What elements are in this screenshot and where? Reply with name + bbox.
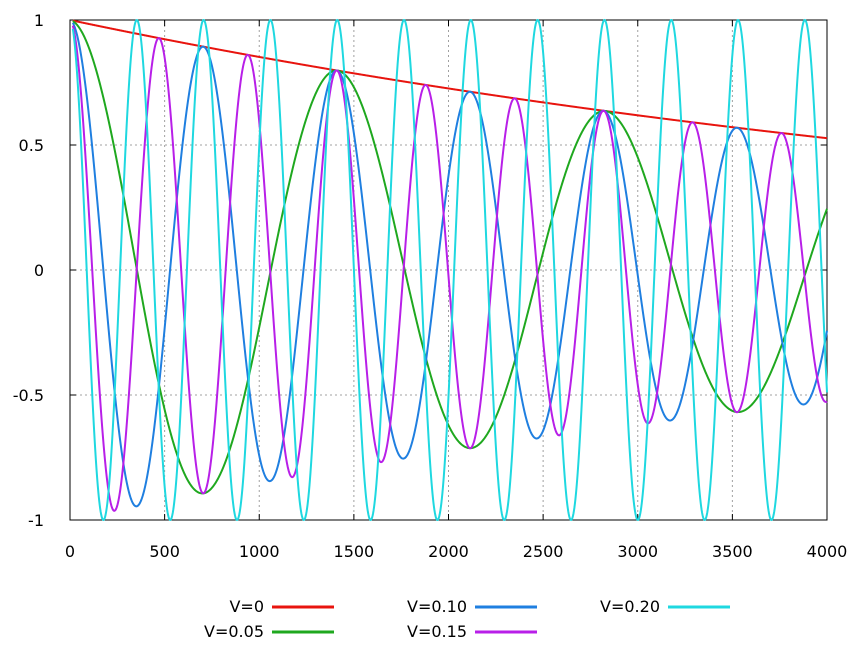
y-tick-label: -0.5 — [13, 386, 44, 405]
series-lines — [71, 18, 828, 522]
x-tick-label: 1000 — [239, 542, 280, 561]
legend-label: V=0.10 — [407, 597, 467, 616]
x-tick-label: 2500 — [523, 542, 564, 561]
legend: V=0 V=0.05 V=0.10 V=0.15 V=0.20 — [204, 597, 730, 641]
x-tick-label: 2000 — [428, 542, 469, 561]
x-tick-label: 500 — [149, 542, 180, 561]
series-line-1 — [72, 20, 828, 495]
legend-label: V=0.20 — [600, 597, 660, 616]
series-line-4 — [71, 18, 828, 522]
legend-label: V=0.15 — [407, 622, 467, 641]
x-tick-label: 0 — [65, 542, 75, 561]
y-tick-label: 0.5 — [19, 136, 44, 155]
x-tick-label: 1500 — [334, 542, 375, 561]
y-tick-label: 1 — [34, 11, 44, 30]
y-axis: 1 0.5 0 -0.5 -1 — [13, 11, 827, 530]
x-tick-label: 4000 — [807, 542, 848, 561]
x-tick-label: 3500 — [712, 542, 753, 561]
x-tick-label: 3000 — [617, 542, 658, 561]
legend-label: V=0 — [229, 597, 264, 616]
x-axis: 0 500 1000 1500 2000 2500 3000 3500 4000 — [65, 20, 847, 561]
y-tick-label: -1 — [28, 511, 44, 530]
legend-label: V=0.05 — [204, 622, 264, 641]
y-tick-label: 0 — [34, 261, 44, 280]
series-line-3 — [71, 25, 828, 512]
